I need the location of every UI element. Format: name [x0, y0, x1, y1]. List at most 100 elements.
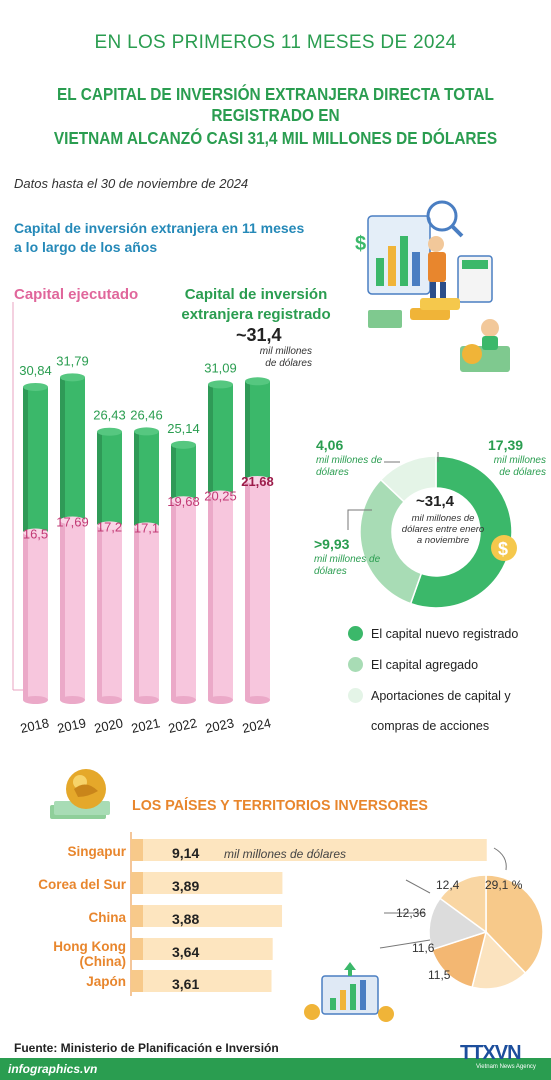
bar-base	[134, 696, 159, 704]
label-executed-2019: 17,69	[56, 514, 89, 529]
legend-label: El capital nuevo registrado	[371, 626, 519, 641]
headline-period: EN LOS PRIMEROS 11 MESES DE 2024	[94, 32, 457, 53]
footer-bar	[0, 1058, 551, 1080]
data-note: Datos hasta el 30 de noviembre de 2024	[14, 176, 249, 191]
bar-executed-cap	[97, 521, 122, 530]
bar-executed-shade	[208, 494, 213, 700]
donut-pointer-3	[347, 509, 372, 530]
growth-illustration	[304, 962, 394, 1022]
legend-executed: Capital ejecutado	[14, 286, 139, 303]
year-label-2018: 2018	[19, 715, 50, 736]
year-label-2024: 2024	[241, 715, 272, 736]
country-korea: Corea del Sur	[38, 877, 126, 892]
share-slice-3	[428, 897, 488, 951]
bar-executed-cap	[60, 516, 85, 525]
label-executed-2018: 16,5	[23, 527, 48, 542]
bar-base	[23, 696, 48, 704]
bar-registered-cap	[60, 373, 85, 382]
bar-executed-cap	[245, 475, 270, 484]
label-registered-2021: 26,46	[130, 407, 163, 422]
pie-label-cn: 12,36	[396, 906, 427, 920]
bar-registered-cap	[23, 382, 48, 391]
legend-item-added-capital: El capital agregado	[348, 657, 478, 672]
highlight-unit: mil millones de dólares	[259, 346, 312, 369]
country-bar-shade-3	[131, 938, 143, 960]
donut-slice-2	[379, 455, 437, 503]
donut-slice-0	[409, 455, 513, 609]
country-hongkong: Hong Kong	[53, 939, 126, 954]
year-label-2023: 2023	[204, 715, 235, 736]
country-bar-2	[131, 905, 283, 927]
bar-base	[208, 696, 233, 704]
year-label-2022: 2022	[167, 715, 198, 736]
gold-globe-icon	[50, 769, 110, 819]
label-executed-2024: 21,68	[241, 474, 274, 489]
magnifier-icon	[426, 200, 458, 232]
label-registered-2019: 31,79	[56, 353, 89, 368]
bar-base	[171, 696, 196, 704]
bar-executed-cap	[23, 528, 48, 537]
bar-executed-shade	[23, 532, 28, 700]
country-bar-1	[131, 872, 283, 894]
headline-main-1: EL CAPITAL DE INVERSIÓN EXTRANJERA DIREC…	[57, 84, 494, 125]
legend-dot	[348, 626, 363, 641]
banknote-icon	[368, 310, 402, 328]
gold-bar-icon	[410, 308, 450, 320]
label-registered-2022: 25,14	[167, 421, 200, 436]
share-slice-0	[485, 874, 544, 975]
country-bar-shade-4	[131, 970, 143, 992]
label-registered-2020: 26,43	[93, 408, 126, 423]
coin-icon	[304, 1004, 320, 1020]
agency-logo: TTXVN	[460, 1042, 522, 1064]
source-note: Fuente: Ministerio de Planificación e In…	[14, 1041, 279, 1055]
pie-label-jp: 11,5	[428, 968, 451, 982]
bar-base	[60, 696, 85, 704]
bar-executed-shade	[60, 520, 65, 700]
highlight-value: ~31,4	[236, 325, 282, 345]
value-korea: 3,89	[172, 878, 200, 894]
country-china: China	[88, 910, 126, 925]
person-icon	[428, 236, 444, 252]
bar-registered-cap	[208, 380, 233, 389]
bar-chart-title: Capital de inversión extranjera en 11 me…	[14, 220, 305, 255]
legend-dot	[348, 657, 363, 672]
slice-unit-contributions: mil millones de dólares	[316, 455, 383, 478]
value-japan: 3,61	[172, 976, 200, 992]
bar-executed-shade	[245, 479, 250, 700]
label-registered-2018: 30,84	[19, 363, 52, 378]
bar-executed-shade	[134, 526, 139, 700]
label-registered-2023: 31,09	[204, 360, 237, 375]
country-bar-shade-1	[131, 872, 143, 894]
bar-registered-cap	[97, 427, 122, 436]
slice-unit-added: mil millones de dólares	[314, 554, 381, 577]
legend-dot	[348, 688, 363, 703]
agency-subtitle: Vietnam News Agency	[476, 1064, 536, 1070]
bar-base	[97, 696, 122, 704]
bar-executed-shade	[171, 500, 176, 700]
country-bar-shade-2	[131, 905, 143, 927]
legend-item-new-capital: El capital nuevo registrado	[348, 626, 518, 641]
donut-slice-1	[359, 478, 423, 605]
legend-label: El capital agregado	[371, 657, 479, 672]
headline-main-2: VIETNAM ALCANZÓ CASI 31,4 MIL MILLONES D…	[53, 128, 498, 148]
donut-center-unit: mil millones de dólares entre enero a no…	[401, 513, 485, 546]
bar-registered-cap	[245, 377, 270, 386]
pie-pointer-hk	[379, 939, 431, 949]
dollar-sign-icon: $	[498, 539, 508, 559]
label-executed-2023: 20,25	[204, 488, 237, 503]
unit-singapore: mil millones de dólares	[224, 847, 347, 861]
countries-title: LOS PAÍSES Y TERRITORIOS INVERSORES	[132, 797, 428, 814]
legend-label-continued: compras de acciones	[371, 719, 490, 733]
legend-label: Aportaciones de capital y	[371, 688, 511, 703]
country-bar-3	[131, 938, 273, 960]
year-label-2021: 2021	[130, 715, 161, 736]
label-executed-2020: 17,2	[97, 519, 122, 534]
footer-site: infographics.vn	[8, 1062, 98, 1076]
country-singapore: Singapur	[67, 844, 126, 859]
value-china: 3,88	[172, 911, 200, 927]
bar-executed-cap	[134, 522, 159, 531]
year-label-2019: 2019	[56, 715, 87, 736]
pie-label-sg: 29,1 %	[485, 878, 523, 892]
